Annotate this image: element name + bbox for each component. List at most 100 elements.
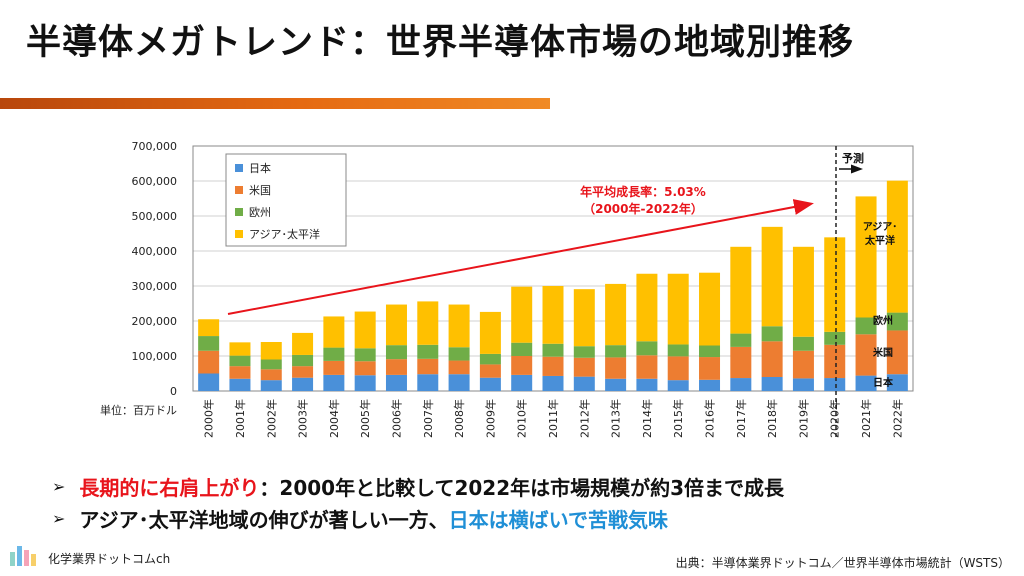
bar-segment-us (198, 350, 220, 374)
end-label-us: 米国 (873, 346, 893, 359)
bar-segment-asia (542, 286, 564, 344)
x-tick-label: 2009年 (483, 399, 497, 438)
bar-segment-asia (229, 342, 251, 356)
bar-segment-us (479, 364, 501, 378)
bar-segment-japan (730, 378, 752, 391)
x-tick-label: 2017年 (734, 399, 748, 438)
legend-label-europe: 欧州 (249, 206, 271, 219)
y-tick-label: 700,000 (132, 140, 178, 153)
y-tick-label: 400,000 (132, 245, 178, 258)
bar-segment-us (855, 334, 877, 376)
bar-segment-europe (479, 353, 501, 365)
bar-segment-europe (292, 354, 314, 367)
bar-segment-japan (761, 377, 783, 391)
bar-segment-europe (511, 342, 533, 356)
market-chart: 0 100,000 200,000 300,000 400,000 500,000 600,… (132, 140, 914, 439)
legend-label-japan: 日本 (249, 161, 271, 175)
bar-segment-asia (886, 180, 908, 313)
bar-segment-japan (886, 374, 908, 391)
legend-box (225, 153, 347, 247)
channel-logo-icon (10, 546, 36, 566)
bar-segment-us (792, 350, 814, 379)
bar-segment-asia (385, 304, 407, 346)
bar-segment-us (260, 369, 282, 381)
bar-segment-europe (198, 336, 220, 351)
bar-segment-us (573, 357, 595, 377)
bar-segment-europe (699, 345, 721, 358)
bar-segment-asia (792, 246, 814, 337)
bar-segment-asia (511, 286, 533, 343)
x-tick-label: 2013年 (609, 399, 623, 438)
bar-segment-japan (417, 374, 439, 391)
bar-segment-us (354, 361, 376, 376)
bar-segment-us (448, 360, 470, 375)
bullet-arrow-icon: ➢ (52, 508, 66, 528)
bar-segment-us (886, 330, 908, 375)
x-tick-label: 2015年 (671, 399, 685, 438)
bar-segment-japan (573, 376, 595, 391)
bar-segment-asia (636, 273, 658, 342)
bar-segment-japan (855, 375, 877, 391)
bar-segment-asia (855, 196, 877, 318)
bar-segment-us (761, 341, 783, 377)
legend-label-us: 米国 (249, 184, 271, 197)
bar-segment-asia (448, 304, 470, 348)
page-title: 半導体メガトレンド：世界半導体市場の地域別推移 (26, 23, 855, 63)
legend-swatch-europe (235, 208, 243, 216)
legend-swatch-us (235, 186, 243, 194)
legend-swatch-asia (235, 230, 243, 238)
bar-segment-asia (354, 311, 376, 349)
bullet-1-highlight: 長期的に右肩上がり (79, 475, 260, 500)
bar-segment-japan (792, 378, 814, 391)
x-tick-label: 2016年 (703, 399, 717, 438)
bar-segment-us (417, 358, 439, 375)
bar-segment-europe (573, 346, 595, 358)
bar-segment-europe (824, 331, 846, 345)
bullet-item-1: ➢ 長期的に右肩上がり ：2000年と比較して2022年は市場規模が約3倍まで成… (52, 470, 784, 502)
bar-segment-japan (511, 374, 533, 391)
y-tick-label: 600,000 (132, 175, 178, 188)
bullet-item-2: ➢ アジア･太平洋地域の伸びが著しい一方、 日本は横ばいで苦戦気味 (52, 502, 784, 534)
bar-segment-europe (260, 359, 282, 370)
legend-swatch-japan (235, 164, 243, 172)
bar-segment-japan (667, 380, 689, 391)
x-tick-label: 2006年 (389, 399, 403, 438)
x-axis: 2000年 2001年 2002年 2003年 2004年 2005年 2006年 2007年… (202, 399, 905, 438)
bar-segment-europe (761, 326, 783, 342)
bullet-arrow-icon: ➢ (52, 476, 66, 496)
bar-segment-asia (605, 283, 627, 346)
bar-segment-us (385, 359, 407, 375)
x-tick-label: 2007年 (421, 399, 435, 438)
legend-label-asia: アジア･太平洋 (249, 227, 320, 241)
bar-segment-japan (479, 377, 501, 391)
bar-segment-us (542, 356, 564, 376)
bar-segment-us (511, 356, 533, 375)
x-tick-label: 2021年 (859, 399, 873, 438)
bar-segment-us (229, 366, 251, 379)
bar-segment-us (699, 357, 721, 380)
bar-segment-japan (198, 373, 220, 391)
title-accent-bar (0, 98, 550, 109)
y-tick-label: 0 (170, 385, 177, 398)
bar-segment-japan (542, 375, 564, 391)
bar-segment-japan (824, 378, 846, 391)
bar-segment-japan (323, 374, 345, 391)
bar-segment-japan (605, 378, 627, 391)
bar-segment-europe (229, 355, 251, 367)
bar-segment-us (667, 356, 689, 381)
trend-arrow (227, 199, 814, 315)
bullet-2-text: アジア･太平洋地域の伸びが著しい一方、 (79, 507, 449, 532)
bar-segment-europe (667, 344, 689, 357)
x-tick-label: 2010年 (515, 399, 529, 438)
bar-segment-japan (636, 378, 658, 391)
bar-segment-japan (229, 378, 251, 391)
bar-segment-asia (824, 237, 846, 332)
bar-segment-europe (323, 347, 345, 361)
bar-segment-europe (385, 345, 407, 360)
bar-segment-japan (260, 380, 282, 391)
x-tick-label: 2020年 (828, 399, 842, 438)
end-label-europe: 欧州 (873, 314, 893, 327)
bar-segment-asia (573, 289, 595, 347)
x-tick-label: 2001年 (233, 399, 247, 438)
bar-segment-asia (292, 332, 314, 355)
